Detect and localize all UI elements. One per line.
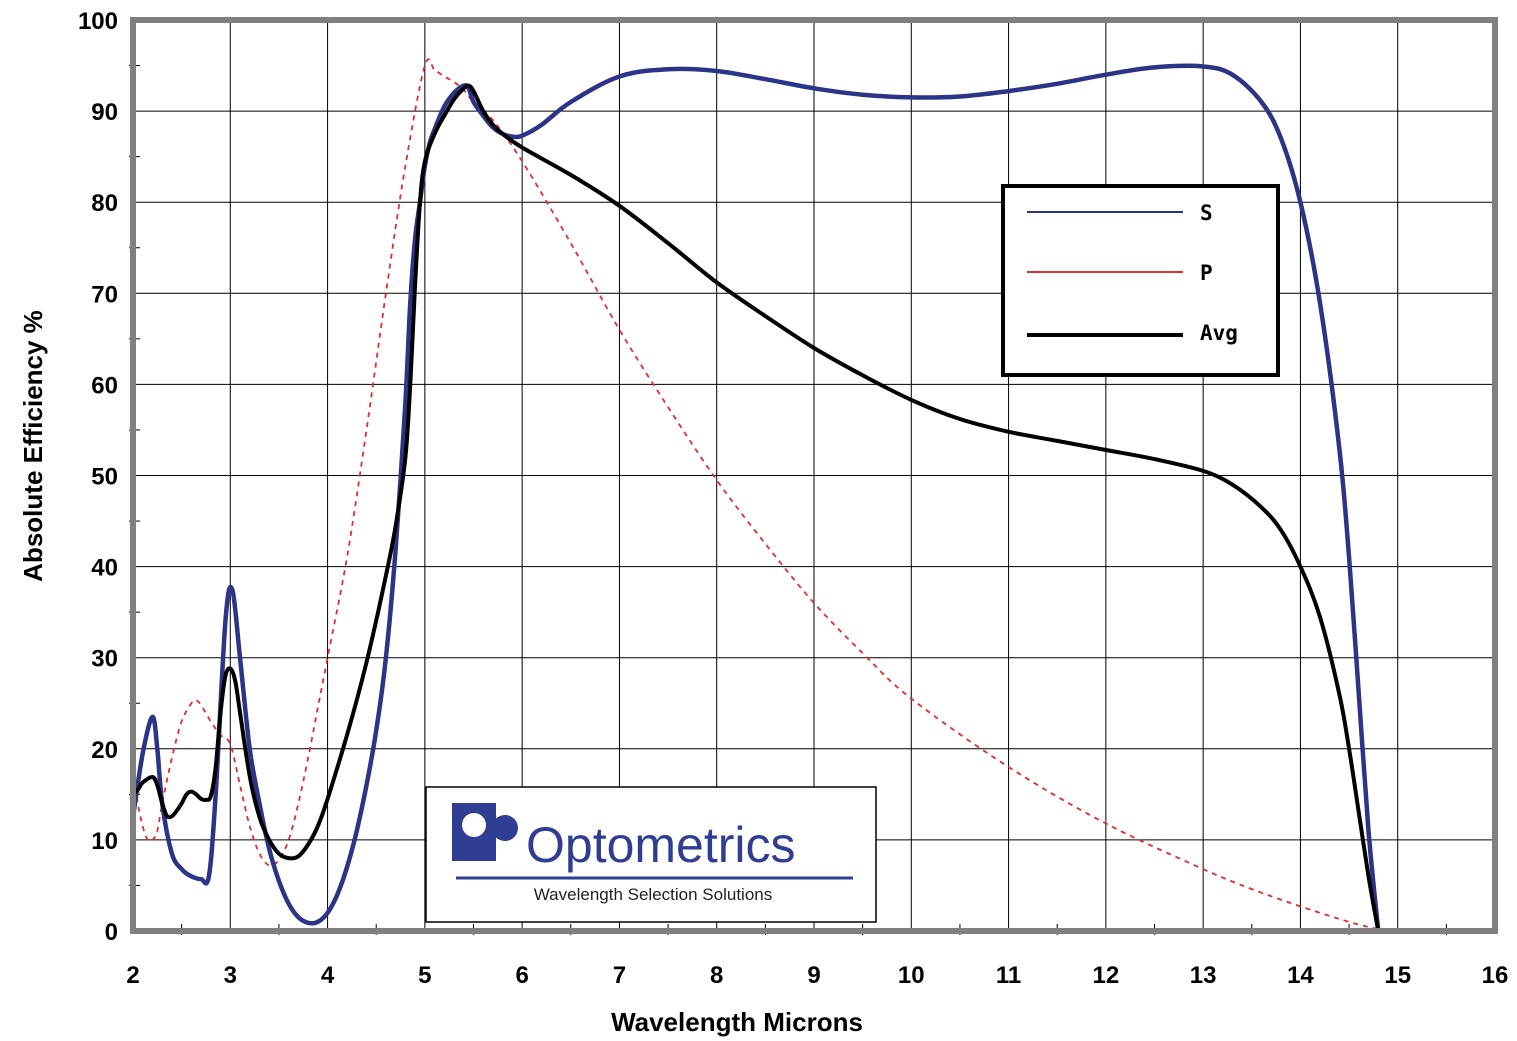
logo-tagline: Wavelength Selection Solutions <box>534 885 772 904</box>
logo-mark-icon <box>452 803 518 861</box>
y-tick-label: 20 <box>91 737 118 764</box>
y-tick-label: 0 <box>105 919 118 946</box>
legend-label-s: S <box>1200 201 1213 225</box>
legend-label-p: P <box>1200 261 1213 285</box>
x-axis-title: Wavelength Microns <box>611 1007 863 1037</box>
x-tick-label: 12 <box>1093 962 1120 989</box>
y-tick-label: 30 <box>91 646 118 673</box>
x-tick-label: 16 <box>1482 962 1509 989</box>
series-layer <box>130 58 1381 934</box>
y-tick-label: 80 <box>91 190 118 217</box>
x-tick-label: 4 <box>321 962 335 989</box>
y-tick-label: 40 <box>91 555 118 582</box>
y-tick-labels: 0 10 20 30 40 50 60 70 80 90 100 <box>78 8 118 946</box>
y-tick-label: 90 <box>91 99 118 126</box>
x-tick-label: 13 <box>1190 962 1217 989</box>
x-tick-label: 10 <box>898 962 925 989</box>
legend-box <box>1001 184 1280 377</box>
x-tick-labels: 2 3 4 5 6 7 8 9 10 11 12 13 14 15 16 <box>126 962 1508 989</box>
x-tick-label: 5 <box>418 962 431 989</box>
x-tick-label: 3 <box>224 962 237 989</box>
x-tick-label: 15 <box>1384 962 1411 989</box>
plot-frame <box>130 17 1498 934</box>
legend: S P Avg <box>1001 184 1280 377</box>
brand-logo: Optometrics Wavelength Selection Solutio… <box>425 786 877 923</box>
x-tick-label: 6 <box>515 962 528 989</box>
legend-label-avg: Avg <box>1200 321 1238 345</box>
y-axis-title: Absolute Efficiency % <box>18 310 48 582</box>
y-tick-label: 60 <box>91 372 118 399</box>
logo-box <box>425 786 877 923</box>
x-tick-label: 9 <box>807 962 820 989</box>
series-line-p <box>132 58 1379 931</box>
x-tick-label: 11 <box>996 962 1021 989</box>
x-tick-label: 7 <box>613 962 626 989</box>
y-tick-label: 10 <box>91 828 118 855</box>
series-line-avg <box>131 83 1381 933</box>
y-tick-label: 100 <box>78 8 118 35</box>
y-tick-label: 50 <box>91 464 118 491</box>
x-tick-label: 14 <box>1287 962 1314 989</box>
logo-name: Optometrics <box>526 817 796 873</box>
y-tick-label: 70 <box>91 281 118 308</box>
x-tick-label: 8 <box>710 962 723 989</box>
x-tick-label: 2 <box>126 962 139 989</box>
